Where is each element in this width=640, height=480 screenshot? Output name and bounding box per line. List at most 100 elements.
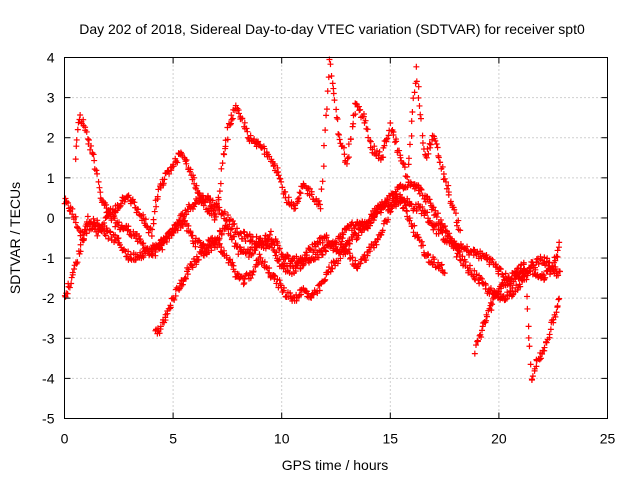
data-point (504, 281, 511, 288)
data-point (446, 230, 453, 237)
data-point (230, 233, 237, 240)
data-point (331, 97, 338, 104)
data-point (272, 273, 279, 280)
data-point (72, 219, 79, 226)
data-point (380, 220, 387, 227)
data-point (215, 194, 222, 201)
data-point (495, 270, 502, 277)
data-point (217, 180, 224, 187)
data-point (319, 239, 326, 246)
data-point (413, 78, 420, 85)
data-point (546, 259, 553, 266)
data-point (323, 112, 330, 119)
data-point (343, 160, 350, 167)
data-point (430, 204, 437, 211)
data-point (410, 229, 417, 236)
data-point (320, 142, 327, 149)
data-point (354, 263, 361, 270)
data-point (243, 232, 250, 239)
data-point (552, 257, 559, 264)
data-point (127, 232, 134, 239)
data-point (524, 293, 531, 300)
data-point (94, 232, 101, 239)
data-point (373, 208, 380, 215)
data-point (354, 235, 361, 242)
data-point (529, 373, 536, 380)
data-point (235, 251, 242, 258)
data-point (72, 213, 79, 220)
data-point (367, 220, 374, 227)
data-point (208, 247, 215, 254)
data-point (408, 132, 415, 139)
data-point (215, 237, 222, 244)
data-point (182, 275, 189, 282)
data-point (552, 313, 559, 320)
data-point (300, 182, 307, 189)
data-point (329, 80, 336, 87)
data-point (340, 231, 347, 238)
data-point (435, 230, 442, 237)
data-point (261, 258, 268, 265)
data-point (261, 145, 268, 152)
data-point (102, 232, 109, 239)
data-point (213, 201, 220, 208)
data-point (539, 350, 546, 357)
data-point (457, 227, 464, 234)
data-point (352, 111, 359, 118)
data-point (233, 225, 240, 232)
data-point (464, 243, 471, 250)
data-point (97, 189, 104, 196)
data-point (445, 182, 452, 189)
data-point (124, 193, 131, 200)
data-point (401, 164, 408, 171)
data-point (373, 147, 380, 154)
data-point (266, 231, 273, 238)
data-point (268, 240, 275, 247)
data-point (357, 106, 364, 113)
data-point (384, 135, 391, 142)
data-point (439, 229, 446, 236)
data-point (280, 284, 287, 291)
data-point (151, 208, 158, 215)
plot-frame (64, 57, 608, 419)
data-point (74, 126, 81, 133)
data-point (153, 203, 160, 210)
data-point (196, 190, 203, 197)
data-point (241, 119, 248, 126)
data-point (406, 215, 413, 222)
data-point (193, 182, 200, 189)
data-point (416, 102, 423, 109)
data-point (425, 150, 432, 157)
y-tick-label: -4 (42, 370, 55, 386)
x-tick-label: 10 (274, 431, 290, 447)
data-point (160, 180, 167, 187)
data-point (125, 248, 132, 255)
data-point (329, 265, 336, 272)
data-point (538, 355, 545, 362)
data-point (365, 134, 372, 141)
data-point (293, 253, 300, 260)
data-point (300, 261, 307, 268)
data-point (257, 254, 264, 261)
data-point (483, 317, 490, 324)
data-point (323, 248, 330, 255)
ticks-layer: 0 5 10 15 20 25 -5 -4 -3 -2 -1 0 1 2 3 4 (42, 50, 615, 447)
data-point (462, 259, 469, 266)
data-point (182, 274, 189, 281)
data-point (387, 119, 394, 126)
data-point (355, 232, 362, 239)
data-point (418, 186, 425, 193)
data-point (146, 252, 153, 259)
data-point (336, 136, 343, 143)
data-point (521, 265, 528, 272)
data-point (239, 115, 246, 122)
data-point (454, 222, 461, 229)
data-point (337, 255, 344, 262)
data-point (349, 254, 356, 261)
data-point (69, 271, 76, 278)
data-point (142, 216, 149, 223)
data-point (148, 232, 155, 239)
data-point (438, 261, 445, 268)
data-point (415, 83, 422, 90)
data-point (183, 160, 190, 167)
